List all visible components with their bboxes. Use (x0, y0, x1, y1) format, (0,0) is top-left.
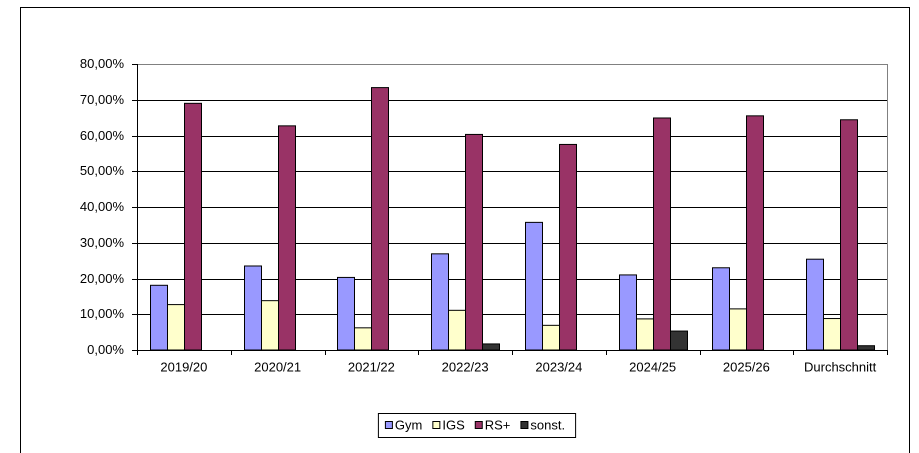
legend-swatch (520, 421, 529, 429)
legend-label: Gym (395, 417, 422, 432)
legend-swatch (432, 421, 441, 429)
x-tick-label: 2023/24 (535, 359, 582, 374)
x-tick-label: 2024/25 (629, 359, 676, 374)
x-tick-label: 2022/23 (442, 359, 489, 374)
bar (371, 87, 389, 351)
y-tick-label: 60,00% (80, 128, 125, 143)
bar (746, 115, 764, 351)
bar (653, 117, 671, 351)
bar (857, 345, 875, 351)
bar (525, 221, 543, 351)
x-tick-label: Durchschnitt (804, 359, 877, 374)
bar (184, 102, 202, 351)
y-tick-label: 30,00% (80, 235, 125, 250)
bar (244, 265, 262, 351)
y-tick-label: 70,00% (80, 92, 125, 107)
bar (729, 308, 747, 351)
bar (670, 330, 688, 351)
y-tick-label: 0,00% (87, 342, 124, 357)
y-tick-label: 40,00% (80, 199, 125, 214)
x-tick-label: 2020/21 (254, 359, 301, 374)
bar (337, 276, 355, 351)
y-tick-label: 50,00% (80, 163, 125, 178)
x-tick-label: 2019/20 (160, 359, 207, 374)
bar (278, 125, 296, 351)
bar (448, 309, 466, 351)
bar (712, 267, 730, 351)
legend-label: IGS (442, 417, 465, 432)
legend-swatch (384, 421, 393, 429)
bar (559, 143, 577, 351)
legend-label: RS+ (485, 417, 511, 432)
x-tick-label: 2025/26 (723, 359, 770, 374)
bar (465, 133, 483, 351)
legend-swatch (474, 421, 483, 429)
bar (167, 304, 185, 351)
bar (431, 253, 449, 351)
y-tick-label: 10,00% (80, 306, 125, 321)
bar (261, 300, 279, 351)
bar (806, 258, 824, 351)
bar (150, 284, 168, 351)
y-tick-label: 20,00% (80, 271, 125, 286)
bar (482, 343, 500, 351)
bar (840, 119, 858, 351)
bar (542, 324, 560, 351)
bar (354, 327, 372, 351)
bar (619, 274, 637, 351)
x-tick-label: 2021/22 (348, 359, 395, 374)
y-tick-label: 80,00% (80, 56, 125, 71)
bar (636, 318, 654, 351)
bar (823, 318, 841, 351)
legend-label: sonst. (530, 417, 565, 432)
